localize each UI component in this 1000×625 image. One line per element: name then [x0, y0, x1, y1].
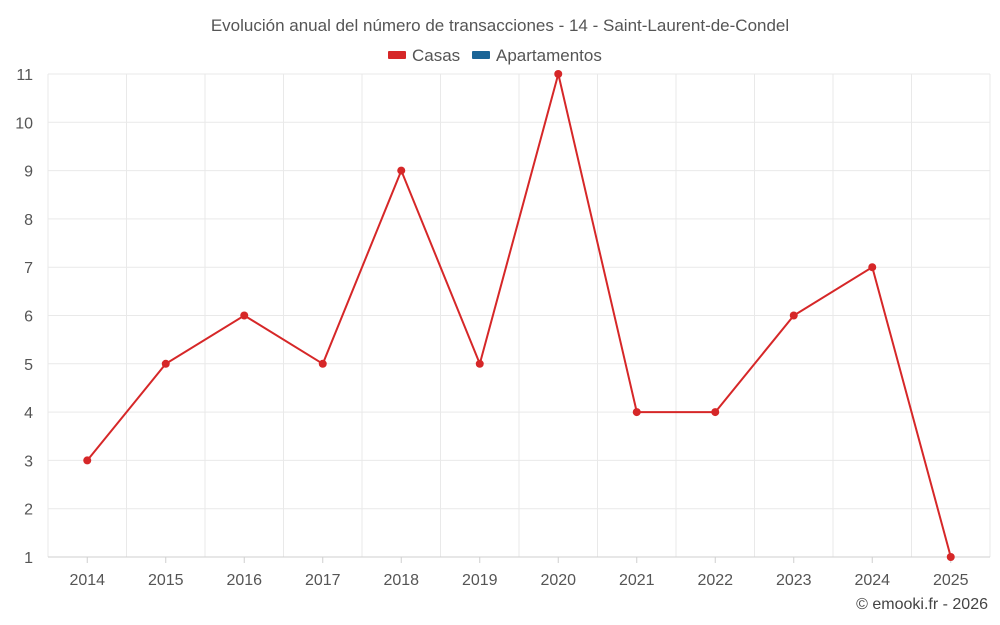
y-tick-label: 6 — [24, 309, 33, 326]
x-tick-label: 2025 — [933, 572, 969, 589]
data-point[interactable] — [397, 166, 406, 175]
y-tick-label: 5 — [24, 357, 33, 374]
x-tick-label: 2016 — [226, 572, 262, 589]
x-tick-label: 2023 — [776, 572, 812, 589]
x-tick-label: 2014 — [69, 572, 105, 589]
data-point[interactable] — [711, 408, 720, 417]
x-tick-label: 2020 — [540, 572, 576, 589]
y-tick-label: 7 — [24, 260, 33, 277]
y-tick-label: 3 — [24, 453, 33, 470]
chart-title: Evolución anual del número de transaccio… — [211, 16, 789, 35]
data-point[interactable] — [868, 263, 877, 272]
data-point[interactable] — [240, 311, 249, 320]
y-tick-label: 2 — [24, 502, 33, 519]
series-line-casas — [86, 73, 952, 558]
data-point[interactable] — [632, 408, 641, 417]
x-tick-label: 2021 — [619, 572, 655, 589]
y-tick-label: 11 — [16, 67, 33, 84]
y-tick-label: 9 — [24, 164, 33, 181]
legend-item-apartamentos[interactable]: Apartamentos — [472, 46, 602, 65]
legend-label-apartamentos: Apartamentos — [496, 46, 602, 65]
data-point[interactable] — [161, 359, 170, 368]
x-tick-label: 2019 — [462, 572, 498, 589]
credit-text: © emooki.fr - 2026 — [856, 596, 988, 613]
x-tick-label: 2022 — [697, 572, 733, 589]
legend-item-casas[interactable]: Casas — [388, 46, 460, 65]
legend-swatch-casas — [388, 51, 406, 59]
data-point[interactable] — [83, 456, 92, 465]
x-tick-label: 2017 — [305, 572, 341, 589]
data-point[interactable] — [946, 553, 955, 561]
legend: Casas Apartamentos — [388, 46, 602, 65]
x-tick-label: 2015 — [148, 572, 184, 589]
y-tick-label: 10 — [15, 115, 33, 132]
y-tick-label: 8 — [24, 212, 33, 229]
x-tick-label: 2018 — [383, 572, 419, 589]
legend-swatch-apartamentos — [472, 51, 490, 59]
data-point[interactable] — [554, 70, 563, 78]
y-tick-label: 1 — [24, 550, 33, 567]
data-point[interactable] — [475, 359, 484, 368]
data-point[interactable] — [789, 311, 798, 320]
data-point[interactable] — [318, 359, 327, 368]
series — [83, 70, 955, 561]
x-tick-label: 2024 — [854, 572, 890, 589]
axes: 1 2 3 4 5 6 7 8 9 10 11 2014 2015 2016 2017 2018 2019 202… — [15, 67, 990, 589]
grid — [47, 73, 991, 557]
legend-label-casas: Casas — [412, 46, 460, 65]
y-tick-label: 4 — [24, 405, 33, 422]
